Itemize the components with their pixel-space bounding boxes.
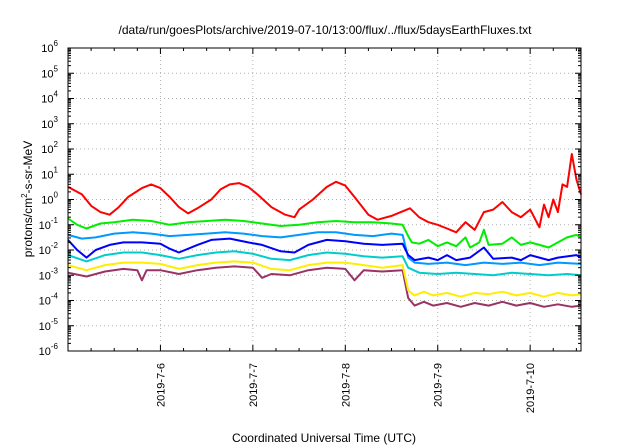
y-tick-label-exponent: 1	[54, 165, 59, 174]
y-tick-label: 103	[41, 115, 58, 131]
y-tick-label-exponent: -4	[51, 292, 59, 301]
y-tick-label-base: 10	[41, 144, 53, 156]
y-tick-label-base: 10	[39, 270, 51, 282]
x-tick-label: 2019-7-9	[433, 363, 445, 407]
y-tick-label-exponent: -5	[51, 317, 59, 326]
y-tick-label: 102	[41, 140, 58, 156]
y-tick-label-base: 10	[39, 220, 51, 232]
y-tick-label-base: 10	[41, 68, 53, 80]
y-axis-label-main: protons/cm	[21, 198, 35, 257]
y-tick-label: 10-5	[39, 317, 59, 333]
x-tick-label: 2019-7-7	[248, 363, 260, 407]
y-tick-label-base: 10	[41, 119, 53, 131]
y-tick-label-base: 10	[41, 169, 53, 181]
y-tick-label-base: 10	[41, 94, 53, 106]
y-tick-label-exponent: 0	[54, 191, 59, 200]
series-line-4	[67, 250, 582, 277]
series-line-2	[67, 237, 582, 262]
chart-title: /data/run/goesPlots/archive/2019-07-10/1…	[119, 23, 533, 37]
grid	[68, 48, 581, 351]
y-tick-label-exponent: 2	[54, 140, 59, 149]
y-tick-label-exponent: 6	[54, 39, 59, 48]
series-line-1	[67, 217, 582, 249]
y-tick-label: 10-4	[39, 292, 59, 308]
x-tick-label: 2019-7-6	[155, 363, 167, 407]
y-tick-label: 106	[41, 39, 58, 55]
y-tick-label-base: 10	[41, 43, 53, 55]
y-tick-label-exponent: 3	[54, 115, 59, 124]
y-tick-label-exponent: -1	[51, 216, 59, 225]
x-axis-ticks: 2019-7-6 2019-7-7 2019-7-8 2019-7-9 2019-7-1…	[90, 48, 577, 413]
y-axis-label-rest: -s-sr-MeV	[21, 141, 35, 194]
series-line-3	[67, 231, 582, 267]
y-tick-label: 10-2	[39, 241, 59, 257]
y-tick-label: 101	[41, 165, 58, 181]
series-layer	[67, 153, 582, 308]
series-line-0	[67, 153, 582, 234]
y-axis-ticks: 10610510410310210110010-110-210-310-410-…	[39, 39, 581, 358]
y-axis-label: protons/cm2-s-sr-MeV	[20, 141, 35, 257]
y-tick-label-exponent: 4	[54, 90, 59, 99]
x-axis-label: Coordinated Universal Time (UTC)	[232, 431, 416, 445]
y-tick-label-exponent: -6	[51, 342, 59, 351]
y-tick-label: 10-3	[39, 266, 59, 282]
y-tick-label-exponent: -2	[51, 241, 59, 250]
series-line-5	[67, 260, 582, 298]
y-tick-label-base: 10	[39, 296, 51, 308]
x-tick-label: 2019-7-10	[525, 363, 537, 413]
y-tick-label-base: 10	[39, 245, 51, 257]
y-tick-label-base: 10	[41, 195, 53, 207]
y-axis-label-superscript: 2	[20, 193, 29, 198]
y-tick-label-base: 10	[39, 321, 51, 333]
y-tick-label-exponent: 5	[54, 64, 59, 73]
y-tick-label: 104	[41, 90, 58, 106]
y-tick-label: 105	[41, 64, 58, 80]
series-line-6	[67, 265, 582, 308]
y-tick-label: 10-6	[39, 342, 59, 358]
y-tick-label: 100	[41, 191, 58, 207]
x-tick-label: 2019-7-8	[340, 363, 352, 407]
y-tick-label-base: 10	[39, 346, 51, 358]
y-tick-label-exponent: -3	[51, 266, 59, 275]
y-tick-label: 10-1	[39, 216, 59, 232]
